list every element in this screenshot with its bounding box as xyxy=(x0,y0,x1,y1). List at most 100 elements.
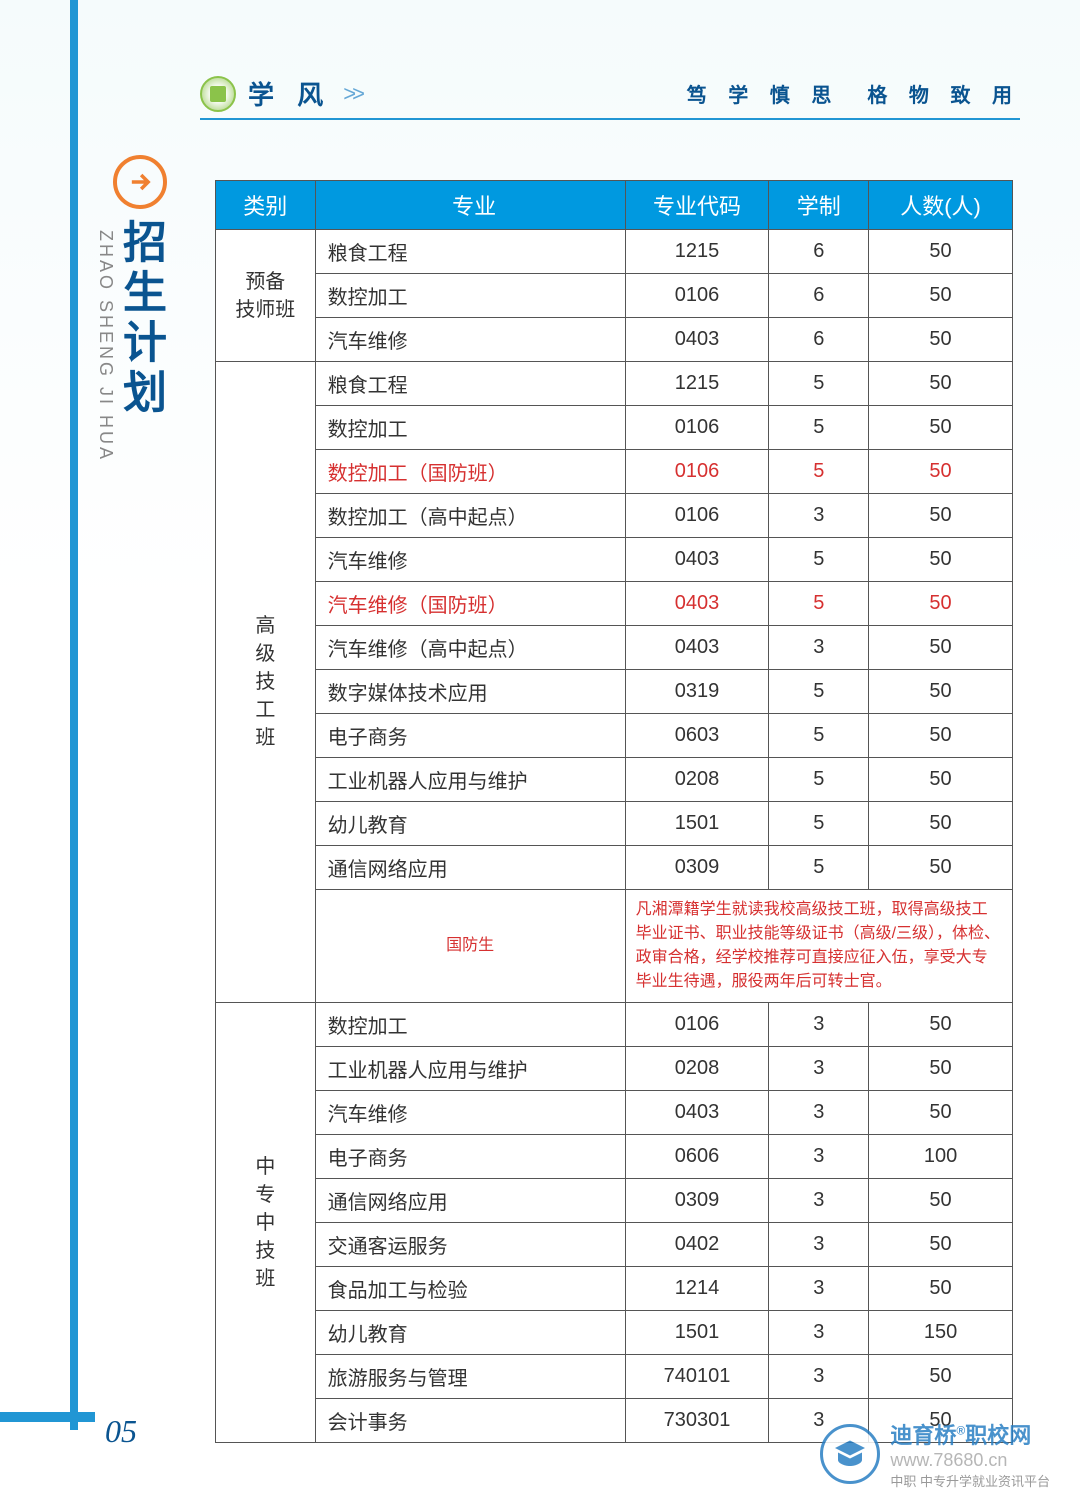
duration-cell: 5 xyxy=(769,802,869,846)
table-row: 电子商务06063100 xyxy=(216,1135,1013,1179)
table-row: 工业机器人应用与维护0208350 xyxy=(216,1047,1013,1091)
count-cell: 50 xyxy=(869,714,1013,758)
table-row: 食品加工与检验1214350 xyxy=(216,1267,1013,1311)
th-duration: 学制 xyxy=(769,181,869,230)
code-cell: 0309 xyxy=(625,1179,769,1223)
note-row: 国防生凡湘潭籍学生就读我校高级技工班，取得高级技工毕业证书、职业技能等级证书（高… xyxy=(216,890,1013,1003)
count-cell: 100 xyxy=(869,1135,1013,1179)
major-cell: 工业机器人应用与维护 xyxy=(315,758,625,802)
code-cell: 0403 xyxy=(625,582,769,626)
th-category: 类别 xyxy=(216,181,316,230)
code-cell: 1215 xyxy=(625,362,769,406)
th-code: 专业代码 xyxy=(625,181,769,230)
duration-cell: 3 xyxy=(769,494,869,538)
watermark-url: www.78680.cn xyxy=(890,1450,1050,1471)
code-cell: 0208 xyxy=(625,758,769,802)
watermark-logo-icon xyxy=(820,1424,880,1484)
code-cell: 0106 xyxy=(625,274,769,318)
duration-cell: 3 xyxy=(769,1267,869,1311)
header-left: 学 风 >> xyxy=(200,75,361,112)
side-title-cn: 招生计划 xyxy=(108,219,172,419)
code-cell: 0106 xyxy=(625,1003,769,1047)
code-cell: 1501 xyxy=(625,802,769,846)
table-row: 数控加工（高中起点）0106350 xyxy=(216,494,1013,538)
major-cell: 电子商务 xyxy=(315,714,625,758)
header-motto: 笃 学 慎 思 格 物 致 用 xyxy=(687,79,1020,108)
code-cell: 0106 xyxy=(625,406,769,450)
count-cell: 50 xyxy=(869,1355,1013,1399)
count-cell: 50 xyxy=(869,1267,1013,1311)
major-cell: 粮食工程 xyxy=(315,362,625,406)
school-logo xyxy=(200,76,236,112)
duration-cell: 5 xyxy=(769,450,869,494)
table-row: 幼儿教育1501550 xyxy=(216,802,1013,846)
major-cell: 旅游服务与管理 xyxy=(315,1355,625,1399)
table-row: 汽车维修（高中起点）0403350 xyxy=(216,626,1013,670)
major-cell: 数控加工 xyxy=(315,274,625,318)
duration-cell: 3 xyxy=(769,1311,869,1355)
duration-cell: 5 xyxy=(769,582,869,626)
duration-cell: 5 xyxy=(769,670,869,714)
table-row: 高级技工班粮食工程1215550 xyxy=(216,362,1013,406)
duration-cell: 3 xyxy=(769,1135,869,1179)
code-cell: 0606 xyxy=(625,1135,769,1179)
code-cell: 0402 xyxy=(625,1223,769,1267)
count-cell: 50 xyxy=(869,230,1013,274)
count-cell: 50 xyxy=(869,626,1013,670)
major-cell: 汽车维修 xyxy=(315,538,625,582)
code-cell: 740101 xyxy=(625,1355,769,1399)
code-cell: 0403 xyxy=(625,318,769,362)
count-cell: 50 xyxy=(869,450,1013,494)
code-cell: 1501 xyxy=(625,1311,769,1355)
major-cell: 数控加工（国防班） xyxy=(315,450,625,494)
table-row: 汽车维修（国防班）0403550 xyxy=(216,582,1013,626)
count-cell: 50 xyxy=(869,582,1013,626)
table-row: 数字媒体技术应用0319550 xyxy=(216,670,1013,714)
count-cell: 50 xyxy=(869,1091,1013,1135)
duration-cell: 6 xyxy=(769,230,869,274)
duration-cell: 5 xyxy=(769,538,869,582)
major-cell: 数控加工（高中起点） xyxy=(315,494,625,538)
count-cell: 50 xyxy=(869,802,1013,846)
watermark: 迪育桥®职校网 www.78680.cn 中职 中专升学就业资讯平台 xyxy=(820,1418,1050,1490)
category-cell: 预备技师班 xyxy=(216,230,316,362)
major-cell: 通信网络应用 xyxy=(315,846,625,890)
enrollment-table: 类别 专业 专业代码 学制 人数(人) 预备技师班粮食工程1215650数控加工… xyxy=(215,180,1013,1443)
major-cell: 汽车维修 xyxy=(315,1091,625,1135)
table-row: 数控加工0106650 xyxy=(216,274,1013,318)
count-cell: 50 xyxy=(869,1003,1013,1047)
table-header-row: 类别 专业 专业代码 学制 人数(人) xyxy=(216,181,1013,230)
code-cell: 0106 xyxy=(625,494,769,538)
major-cell: 食品加工与检验 xyxy=(315,1267,625,1311)
table-row: 数控加工0106550 xyxy=(216,406,1013,450)
count-cell: 50 xyxy=(869,406,1013,450)
code-cell: 1215 xyxy=(625,230,769,274)
table-row: 旅游服务与管理740101350 xyxy=(216,1355,1013,1399)
count-cell: 50 xyxy=(869,494,1013,538)
duration-cell: 5 xyxy=(769,714,869,758)
count-cell: 50 xyxy=(869,1179,1013,1223)
code-cell: 0403 xyxy=(625,626,769,670)
header-title: 学 风 xyxy=(248,75,331,112)
duration-cell: 5 xyxy=(769,846,869,890)
arrow-circle-icon xyxy=(113,155,167,209)
note-label: 国防生 xyxy=(315,890,625,1003)
page-number: 05 xyxy=(105,1413,137,1450)
code-cell: 1214 xyxy=(625,1267,769,1311)
enrollment-table-wrap: 类别 专业 专业代码 学制 人数(人) 预备技师班粮食工程1215650数控加工… xyxy=(215,180,1013,1443)
table-row: 通信网络应用0309350 xyxy=(216,1179,1013,1223)
table-row: 工业机器人应用与维护0208550 xyxy=(216,758,1013,802)
table-row: 汽车维修0403650 xyxy=(216,318,1013,362)
count-cell: 50 xyxy=(869,318,1013,362)
count-cell: 50 xyxy=(869,846,1013,890)
table-row: 通信网络应用0309550 xyxy=(216,846,1013,890)
code-cell: 0309 xyxy=(625,846,769,890)
count-cell: 50 xyxy=(869,1223,1013,1267)
page-header: 学 风 >> 笃 学 慎 思 格 物 致 用 xyxy=(200,75,1020,112)
major-cell: 数字媒体技术应用 xyxy=(315,670,625,714)
table-row: 预备技师班粮食工程1215650 xyxy=(216,230,1013,274)
duration-cell: 6 xyxy=(769,318,869,362)
duration-cell: 3 xyxy=(769,1047,869,1091)
table-row: 电子商务0603550 xyxy=(216,714,1013,758)
table-row: 中专中技班数控加工0106350 xyxy=(216,1003,1013,1047)
